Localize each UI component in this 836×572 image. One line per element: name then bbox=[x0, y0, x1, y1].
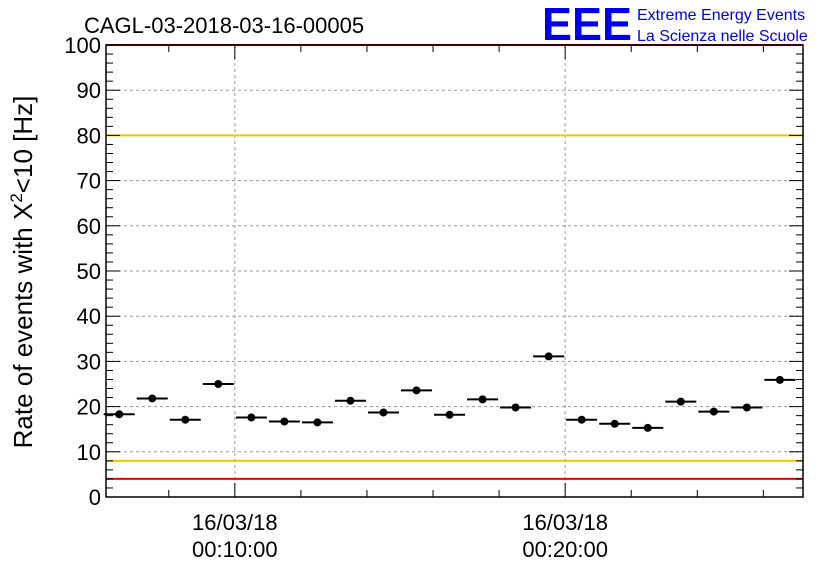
grid bbox=[106, 45, 803, 497]
x-tick-date: 16/03/18 bbox=[522, 510, 608, 535]
data-point bbox=[400, 386, 433, 395]
data-point bbox=[334, 396, 366, 405]
y-tick-labels: 0 10 20 30 40 50 60 70 80 90 100 bbox=[64, 33, 101, 510]
chart-title: CAGL-03-2018-03-16-00005 bbox=[84, 13, 364, 38]
y-axis-label: Rate of events with X2<10 [Hz] bbox=[7, 96, 38, 449]
data-point bbox=[367, 408, 399, 417]
point-marker bbox=[115, 410, 124, 419]
data-point bbox=[169, 415, 201, 424]
point-marker bbox=[610, 419, 619, 428]
point-marker bbox=[313, 418, 322, 427]
data-point bbox=[202, 380, 234, 388]
point-marker bbox=[280, 417, 289, 426]
x-tick-time: 00:20:00 bbox=[522, 537, 608, 562]
y-tick-label: 100 bbox=[64, 33, 101, 58]
data-point bbox=[103, 410, 135, 419]
y-tick-label: 90 bbox=[77, 78, 101, 103]
data-point bbox=[533, 352, 565, 361]
data-point bbox=[698, 407, 730, 416]
point-marker bbox=[214, 380, 223, 388]
y-tick-label: 80 bbox=[77, 123, 101, 148]
point-marker bbox=[478, 395, 487, 404]
data-point bbox=[731, 403, 763, 412]
data-point bbox=[764, 375, 796, 384]
y-tick-label: 30 bbox=[77, 349, 101, 374]
data-point bbox=[235, 413, 267, 422]
point-marker bbox=[709, 407, 718, 416]
y-tick-label: 50 bbox=[77, 259, 101, 284]
x-tick-date: 16/03/18 bbox=[192, 510, 278, 535]
point-marker bbox=[676, 397, 685, 406]
y-tick-label: 20 bbox=[77, 395, 101, 420]
y-tick-label: 10 bbox=[77, 440, 101, 465]
data-point bbox=[467, 395, 499, 404]
data-point bbox=[136, 394, 168, 403]
data-point bbox=[434, 410, 466, 419]
data-point bbox=[268, 417, 300, 426]
x-tick-time: 00:10:00 bbox=[192, 537, 278, 562]
point-marker bbox=[412, 386, 421, 395]
point-marker bbox=[379, 408, 388, 417]
data-point bbox=[566, 415, 598, 424]
point-marker bbox=[577, 415, 586, 424]
logo-line-2: La Scienza nelle Scuole bbox=[637, 28, 808, 45]
eee-logo: EEE Extreme Energy Events La Scienza nel… bbox=[542, 0, 808, 50]
point-marker bbox=[346, 396, 355, 405]
point-marker bbox=[511, 403, 520, 412]
point-marker bbox=[643, 423, 652, 432]
y-tick-label: 60 bbox=[77, 214, 101, 239]
data-point bbox=[301, 418, 333, 427]
point-marker bbox=[148, 394, 157, 403]
point-marker bbox=[775, 375, 784, 384]
data-point bbox=[632, 423, 664, 432]
point-marker bbox=[181, 415, 190, 424]
y-tick-label: 0 bbox=[89, 485, 101, 510]
logo-line-1: Extreme Energy Events bbox=[637, 7, 805, 24]
data-point bbox=[500, 403, 532, 412]
axes bbox=[105, 44, 804, 498]
logo-mark: EEE bbox=[542, 0, 632, 50]
point-marker bbox=[247, 413, 256, 422]
data-point bbox=[599, 419, 631, 428]
y-tick-label: 70 bbox=[77, 169, 101, 194]
point-marker bbox=[742, 403, 751, 412]
data-point bbox=[665, 397, 697, 406]
point-marker bbox=[544, 352, 553, 361]
data-points bbox=[103, 352, 796, 432]
point-marker bbox=[445, 410, 454, 419]
y-tick-label: 40 bbox=[77, 304, 101, 329]
